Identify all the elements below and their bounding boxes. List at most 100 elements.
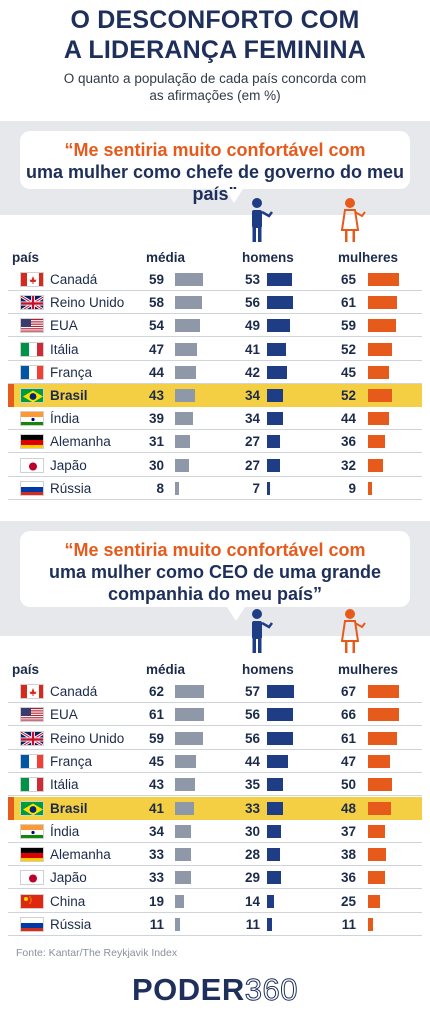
country-label: Brasil: [50, 800, 88, 816]
value-women: 67: [340, 684, 356, 699]
bar-avg: [175, 778, 196, 792]
bar-avg: [175, 894, 184, 908]
bar-women: [368, 778, 392, 792]
country-label: Canadá: [50, 272, 98, 287]
value-avg: 33: [148, 870, 164, 886]
bar-men: [267, 824, 282, 838]
value-women: 61: [340, 730, 356, 746]
bar-men: [267, 319, 291, 333]
flag-it-icon: [20, 341, 44, 357]
value-avg: 61: [148, 707, 164, 723]
bar-men: [267, 708, 294, 722]
bar-avg: [175, 481, 179, 495]
table-row: Brasil 41 33 48: [8, 796, 422, 820]
value-avg: 45: [148, 753, 164, 769]
bar-women: [368, 871, 385, 885]
table-row: Índia 39 34 44: [8, 407, 422, 431]
page-subtitle-line-1: O quanto a população de cada país concor…: [63, 71, 367, 86]
bar-men: [267, 731, 294, 745]
bar-women: [368, 458, 384, 472]
value-men: 11: [245, 917, 260, 932]
bar-women: [368, 754, 391, 768]
table-row: Japão 30 27 32: [8, 454, 422, 477]
woman-icon: [337, 608, 367, 659]
quote-bubble: “Me sentiria muito confortável com uma mu…: [20, 531, 410, 607]
page-title-line-1: O DESCONFORTO COM: [70, 6, 360, 34]
bar-women: [368, 824, 386, 838]
value-men: 56: [244, 707, 260, 723]
table-row: Rússia 11 11 11: [8, 913, 422, 936]
bar-women: [368, 481, 373, 495]
quote-line: uma mulher como CEO de uma grande: [48, 562, 382, 582]
bar-avg: [175, 685, 205, 698]
bar-women: [368, 273, 399, 286]
value-women: 47: [340, 753, 356, 769]
value-avg: 62: [148, 684, 164, 699]
bar-women: [368, 685, 400, 698]
value-men: 57: [244, 684, 260, 699]
value-women: 9: [348, 480, 356, 496]
value-men: 42: [244, 364, 260, 380]
woman-icon: [337, 197, 367, 248]
flag-ru-icon: [20, 917, 44, 932]
bar-avg: [175, 435, 190, 449]
bar-men: [267, 389, 283, 402]
bar-avg: [175, 871, 191, 885]
country-label: Reino Unido: [50, 730, 125, 746]
table-row: Alemanha 33 28 38: [8, 843, 422, 867]
country-label: Japão: [50, 457, 87, 473]
value-avg: 47: [148, 341, 164, 357]
bar-women: [368, 365, 390, 379]
bar-men: [267, 801, 283, 815]
country-label: Alemanha: [50, 847, 111, 863]
column-header-avg: média: [146, 662, 186, 677]
value-men: 27: [244, 457, 260, 473]
page-subtitle-line-2: as afirmações (em %): [149, 88, 281, 103]
country-label: França: [50, 364, 93, 380]
value-women: 48: [340, 800, 356, 816]
value-avg: 41: [148, 800, 164, 816]
value-avg: 30: [148, 457, 164, 473]
table-row: Itália 47 41 52: [8, 338, 422, 361]
country-label: Rússia: [50, 480, 92, 496]
quote-bubble-tail: [225, 189, 243, 203]
country-label: Japão: [50, 870, 87, 886]
source-note: Fonte: Kantar/The Reykjavik Index: [16, 947, 178, 959]
flag-br-icon: [20, 388, 44, 403]
country-label: EUA: [50, 318, 78, 334]
value-women: 38: [340, 847, 356, 863]
flag-de-icon: [20, 847, 44, 863]
flag-jp-icon: [20, 457, 44, 473]
column-header-men: homens: [242, 662, 294, 677]
bar-women: [368, 342, 393, 356]
table-row: China 19 14 25: [8, 890, 422, 913]
flag-in-icon: [20, 411, 44, 427]
logo-text-poder: PODER: [132, 972, 245, 1007]
country-label: Brasil: [50, 388, 88, 403]
table-row: Rússia 8 7 9: [8, 477, 422, 500]
country-label: Índia: [50, 823, 80, 839]
value-men: 34: [244, 411, 260, 427]
value-women: 32: [340, 457, 356, 473]
flag-it-icon: [20, 777, 44, 793]
value-avg: 8: [156, 480, 164, 496]
table-row: Japão 33 29 36: [8, 866, 422, 890]
value-men: 14: [244, 893, 260, 909]
bar-women: [368, 918, 374, 931]
flag-us-icon: [20, 318, 44, 334]
man-icon: [244, 608, 274, 659]
country-label: Itália: [50, 777, 79, 793]
flag-ru-icon: [20, 480, 44, 496]
column-header-women: mulheres: [338, 662, 399, 677]
flag-fr-icon: [20, 753, 44, 769]
bar-avg: [175, 824, 191, 838]
value-avg: 59: [148, 730, 164, 746]
flag-ca-icon: [20, 272, 44, 287]
table-row: França 44 42 45: [8, 361, 422, 384]
quote-line: “Me sentiria muito confortável com: [64, 540, 366, 560]
quote-line: companhia do meu país”: [107, 584, 323, 604]
value-men: 29: [244, 870, 260, 886]
country-label: Alemanha: [50, 434, 111, 450]
flag-uk-icon: [20, 295, 44, 311]
bar-women: [368, 708, 400, 722]
